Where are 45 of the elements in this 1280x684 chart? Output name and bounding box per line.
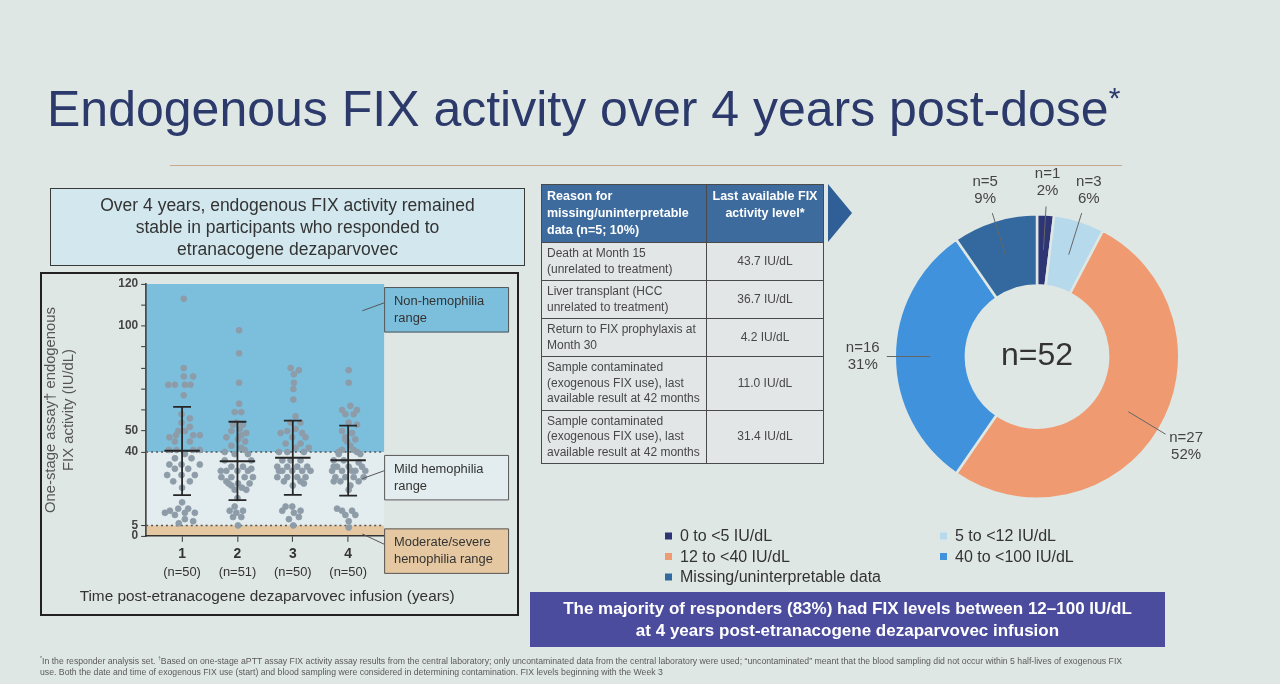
x-tick-label: 2 (233, 544, 242, 561)
band-label: Moderate/severe hemophilia range (394, 534, 493, 567)
text: Sample contaminated (exogenous FIX use), last available result at 42 months (541, 410, 707, 464)
text: The majority of responders (83%) had FIX levels between 12–100 IU/dL at 4 years post-etranacogene dezaparvovec infusion (530, 592, 1165, 647)
y-tick-label: 40 (124, 444, 139, 459)
text: (n=50) (329, 564, 367, 580)
text: 43.7 IU/dL (706, 242, 824, 281)
text: Liver transplant (HCC unrelated to treatment) (541, 280, 707, 319)
y-tick-label: 50 (124, 423, 139, 438)
y-axis-title: One-stage assay† endogenous FIX activity (IU/dL) (42, 307, 76, 513)
data-label: n=1 2% (1034, 164, 1061, 199)
text: (n=50) (163, 564, 201, 580)
band-label: Non-hemophilia range (394, 292, 486, 325)
text: 4.2 IU/dL (706, 318, 824, 357)
chart-subtitle: Over 4 years, endogenous FIX activity remained stable in participants who responded to etranacogene dezaparvovec (50, 188, 525, 266)
data-label: n=5 9% (972, 171, 998, 206)
x-axis-title: Time post-etranacogene dezaparvovec infusion (years) (79, 587, 455, 605)
legend-label: 12 to <40 IU/dL (680, 547, 790, 565)
text: Last available FIX activity level* (706, 184, 824, 243)
data-label: n=27 52% (1169, 428, 1204, 463)
data-label: n=3 6% (1076, 171, 1102, 206)
legend-label: 40 to <100 IU/dL (955, 547, 1074, 565)
text: Sample contaminated (exogenous FIX use), last available result at 42 months (541, 356, 707, 410)
text: Endogenous FIX activity over 4 years post-dose$^{*}$ (47, 81, 1121, 137)
x-tick-label: 3 (288, 544, 297, 561)
y-tick-label: 100 (118, 318, 139, 333)
text: 11.0 IU/dL (706, 356, 824, 410)
text: (n=50) (274, 564, 312, 580)
text: Reason for missing/uninterpretable data (n=5; 10%) (541, 184, 707, 243)
text: n=52 (1000, 336, 1074, 373)
data-label: n=16 31% (845, 338, 880, 373)
text: $^{*}$In the responder analysis set. $^{†}$Based on one-stage aPTT assay FIX activity assay results from the central laboratory; only uncontaminated data from the central laboratory were used; “uncontaminated” meant that the blood sampling did not occur within 5 half-lives of exogenous FIX use. Both the date and time of exogenous FIX use (start) and blood sampling were considered in determining contamination. FIX levels beginning with the Week 3 (40, 655, 1124, 677)
text: 31.4 IU/dL (706, 410, 824, 464)
text: Return to FIX prophylaxis at Month 30 (541, 318, 707, 357)
y-tick-label: 120 (118, 276, 139, 291)
x-tick-label: 4 (344, 544, 353, 561)
text: Death at Month 15 (unrelated to treatment) (541, 242, 707, 281)
x-tick-label: 1 (178, 544, 187, 561)
band-label: Mild hemophilia range (394, 460, 485, 493)
legend-label: 5 to <12 IU/dL (955, 527, 1057, 545)
text: (n=51) (218, 564, 257, 580)
y-tick-label: 0 (131, 528, 139, 543)
text: 36.7 IU/dL (706, 280, 824, 319)
legend-label: Missing/uninterpretable data (680, 568, 882, 586)
legend-label: 0 to <5 IU/dL (680, 527, 773, 545)
